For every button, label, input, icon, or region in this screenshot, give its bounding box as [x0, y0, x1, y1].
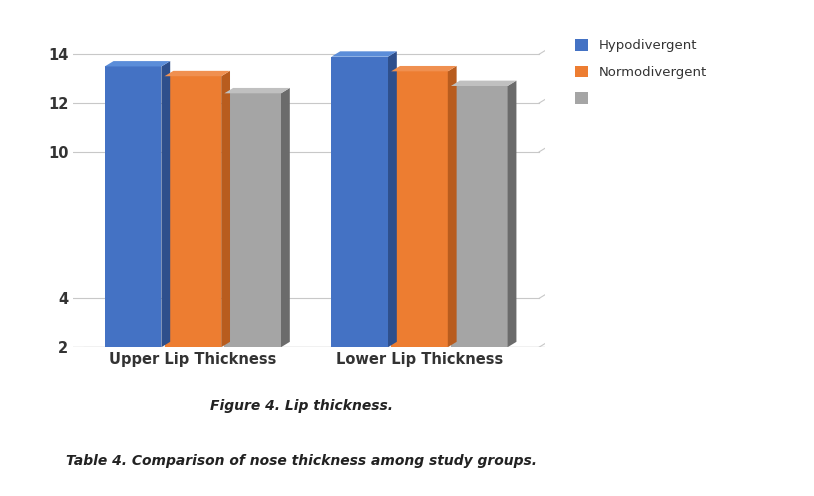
Bar [164, 76, 221, 347]
Polygon shape [221, 71, 230, 347]
Bar [451, 86, 508, 347]
Bar [331, 57, 388, 347]
Polygon shape [451, 81, 516, 86]
Polygon shape [448, 66, 457, 347]
Polygon shape [164, 71, 230, 76]
Bar [225, 93, 281, 347]
Polygon shape [331, 51, 396, 57]
Polygon shape [392, 66, 457, 71]
Legend: Hypodivergent, Normodivergent, : Hypodivergent, Normodivergent, [571, 35, 711, 110]
Polygon shape [281, 88, 290, 347]
Polygon shape [508, 81, 516, 347]
Bar [105, 66, 161, 347]
Bar [392, 71, 448, 347]
Polygon shape [105, 61, 170, 66]
Text: Figure 4. Lip thickness.: Figure 4. Lip thickness. [210, 399, 392, 413]
Polygon shape [225, 88, 290, 93]
Polygon shape [388, 51, 396, 347]
Text: Table 4. Comparison of nose thickness among study groups.: Table 4. Comparison of nose thickness am… [66, 454, 536, 468]
Polygon shape [161, 61, 170, 347]
